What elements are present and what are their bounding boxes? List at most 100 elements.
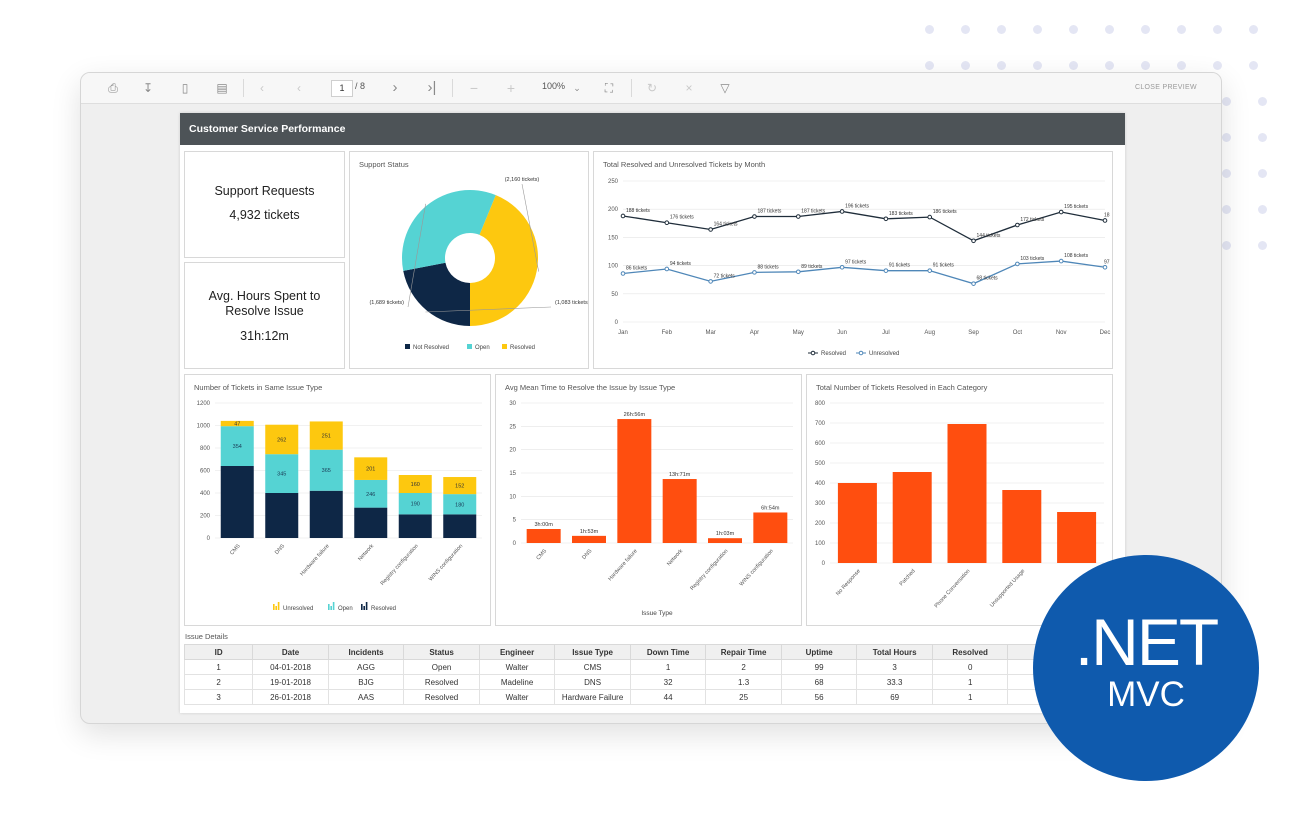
dotnet-mvc-badge: .NET MVC: [1033, 555, 1259, 781]
last-page-icon[interactable]: ›|: [427, 79, 437, 96]
table-cell: 2: [183, 674, 254, 690]
table-cell: 0: [931, 659, 1009, 675]
legend-swatch: [502, 344, 507, 349]
decorative-dot: [1258, 133, 1267, 142]
avg-hours-label: Avg. Hours Spent to Resolve Issue: [208, 289, 321, 318]
decorative-dot: [1177, 25, 1186, 34]
y-tick-label: 200: [608, 207, 619, 213]
column-header[interactable]: Engineer: [478, 644, 556, 660]
x-tick-label: Network: [357, 543, 375, 562]
chevron-down-icon[interactable]: ⌄: [573, 83, 581, 93]
column-header[interactable]: Down Time: [629, 644, 707, 660]
print-icon[interactable]: ⎙: [108, 81, 118, 95]
table-cell: AAS: [327, 689, 405, 705]
donut-slice: [402, 190, 496, 271]
page-setup-icon[interactable]: ▯: [181, 81, 189, 95]
column-header[interactable]: Date: [252, 644, 329, 660]
table-cell: Madeline: [478, 674, 556, 690]
y-tick-label: 400: [200, 491, 211, 497]
table-cell: 2: [705, 659, 782, 675]
column-header[interactable]: Total Hours: [856, 644, 933, 660]
column-header[interactable]: Resolved: [931, 644, 1009, 660]
filter-icon[interactable]: ▽: [720, 81, 730, 95]
data-point: [795, 214, 801, 219]
monthly-tickets-panel: Total Resolved and Unresolved Tickets by…: [593, 151, 1113, 369]
print-layout-icon[interactable]: ▤: [216, 81, 228, 95]
column-header[interactable]: Incidents: [327, 644, 405, 660]
x-tick-label: Registry configuration: [380, 543, 420, 587]
data-label: 94 tickets: [670, 261, 692, 267]
table-cell: Resolved: [403, 689, 480, 705]
x-tick-label: Apr: [750, 330, 759, 336]
legend-swatch: [365, 602, 368, 610]
export-icon[interactable]: ↧: [142, 81, 154, 95]
zoom-out-icon[interactable]: −: [469, 80, 479, 96]
column-header[interactable]: Repair Time: [705, 644, 782, 660]
resolved-by-category-panel: Total Number of Tickets Resolved in Each…: [806, 374, 1113, 626]
chart-title: Total Number of Tickets Resolved in Each…: [816, 383, 988, 392]
close-preview-button[interactable]: CLOSE PREVIEW: [1135, 84, 1197, 91]
x-tick-label: DNS: [581, 548, 593, 561]
data-point: [971, 238, 976, 244]
x-tick-label: May: [793, 330, 804, 336]
data-point: [1015, 222, 1020, 228]
column-header[interactable]: Uptime: [780, 644, 858, 660]
legend-swatch: [363, 606, 365, 610]
table-cell: 1: [931, 674, 1009, 690]
x-tick-label: Jun: [837, 330, 847, 336]
decorative-dot: [1222, 169, 1231, 178]
y-tick-label: 150: [608, 235, 619, 241]
column-header[interactable]: Status: [403, 644, 480, 660]
data-label: 187 tickets: [757, 209, 781, 215]
current-page-input[interactable]: 1: [331, 80, 353, 97]
legend-swatch: [330, 606, 332, 610]
x-tick-label: Mar: [705, 330, 715, 336]
zoom-in-icon[interactable]: +: [506, 80, 516, 96]
zoom-level-select[interactable]: 100%: [542, 81, 566, 91]
y-tick-label: 700: [815, 421, 826, 427]
column-header[interactable]: Issue Type: [554, 644, 631, 660]
bar-segment: [220, 420, 254, 427]
y-tick-label: 200: [815, 521, 826, 527]
x-tick-label: Phone Conversation: [934, 568, 972, 609]
table-cell: 32: [629, 674, 707, 690]
x-tick-label: Jan: [618, 330, 628, 336]
legend-swatch: [277, 602, 280, 610]
data-point: [839, 264, 845, 270]
bar-data-label: 246: [366, 492, 375, 498]
table-cell: 56: [780, 689, 858, 705]
data-point: [620, 213, 626, 219]
bar-segment: [443, 494, 477, 515]
fit-page-icon[interactable]: ⛶: [604, 81, 614, 95]
bar-segment: [220, 426, 254, 466]
x-tick-label: Patched: [899, 568, 917, 587]
legend-swatch: [332, 602, 335, 610]
first-page-icon[interactable]: ‹: [260, 81, 264, 95]
table-cell: 1: [183, 659, 254, 675]
data-label: 97 tickets: [845, 259, 867, 265]
x-tick-label: Oct: [1013, 330, 1023, 336]
decorative-dot: [1222, 97, 1231, 106]
x-tick-label: DNS: [274, 543, 286, 556]
table-row: 3 26-01-2018 AAS Resolved Walter Hardware Fai…: [183, 689, 1084, 705]
table-cell: Hardware Failure: [554, 689, 631, 705]
data-label: 176 tickets: [670, 215, 694, 221]
stop-icon[interactable]: ×: [685, 81, 693, 95]
previous-page-icon[interactable]: ‹: [297, 81, 301, 95]
table-cell: BJG: [327, 674, 405, 690]
refresh-icon[interactable]: ↻: [646, 81, 658, 95]
bar-data-label: 3h:00m: [534, 522, 553, 528]
decorative-dot: [1222, 241, 1231, 250]
support-status-chart: (1,083 tickets) (1,689 tickets) (2,160 tic…: [369, 177, 588, 351]
next-page-icon[interactable]: ›: [392, 79, 398, 96]
bar-data-label: 180: [455, 502, 464, 508]
x-tick-label: WINS configuration: [739, 548, 775, 587]
page-total-label: / 8: [355, 81, 366, 91]
bar-data-label: 262: [277, 437, 286, 443]
data-label: 72 tickets: [714, 273, 736, 279]
tickets-by-issue-type-panel: Number of Tickets in Same Issue Type 0 20…: [184, 374, 491, 626]
bar-segment: [265, 493, 299, 538]
column-header[interactable]: ID: [183, 644, 254, 660]
support-requests-card: Support Requests 4,932 tickets: [184, 151, 345, 258]
table-cell: 44: [629, 689, 707, 705]
